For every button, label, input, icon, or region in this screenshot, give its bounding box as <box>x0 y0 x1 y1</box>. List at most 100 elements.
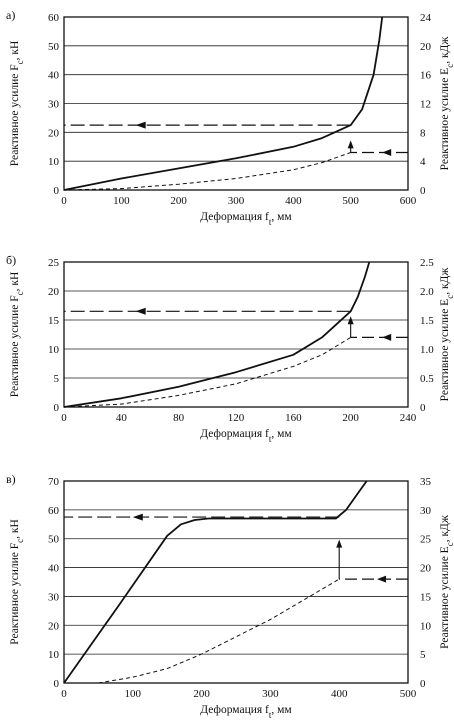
arrow-left-icon <box>135 307 146 315</box>
x-axis-label-sub: t <box>269 217 272 227</box>
y2-tick-label: 30 <box>420 505 432 517</box>
y2-tick-label: 5 <box>420 649 426 661</box>
x-tick-label: 400 <box>285 195 302 207</box>
y-tick-label: 15 <box>48 315 60 327</box>
y2-tick-label: 2.5 <box>420 257 434 269</box>
y-tick-label: 0 <box>54 185 60 197</box>
y-tick-label: 0 <box>54 402 60 414</box>
x-axis-label-unit: , мм <box>271 211 292 223</box>
y2-axis-label-unit: , кДж <box>439 515 451 542</box>
arrow-left-icon <box>377 575 387 583</box>
chart-panel-v: в)0 100 200 300 400 5000102030405060700510152… <box>6 472 454 720</box>
energy-curve-dashed <box>63 336 351 408</box>
y2-axis-label-sub: c <box>445 64 454 68</box>
arrow-up-icon <box>347 140 354 149</box>
y-tick-label: 50 <box>48 41 60 53</box>
y2-tick-label: 0 <box>420 402 426 414</box>
arrow-up-icon <box>347 316 354 325</box>
x-tick-label: 160 <box>285 412 302 424</box>
x-tick-label: 400 <box>331 688 348 700</box>
y2-tick-label: 16 <box>420 70 432 82</box>
y-tick-label: 40 <box>48 70 60 82</box>
plot-frame <box>63 16 409 191</box>
y-axis-label-unit: , кН <box>9 41 21 61</box>
y2-tick-label: 8 <box>420 127 426 139</box>
chart-panel-a: а)0 100 200 300 400 500 6000102030405060048121… <box>6 8 454 227</box>
x-tick-label: 100 <box>113 195 130 207</box>
y-tick-label: 20 <box>48 286 60 298</box>
y2-tick-label: 20 <box>420 41 432 53</box>
y-axis-label-sub: c <box>15 539 25 543</box>
x-axis-label: Деформация ft, мм <box>200 211 292 227</box>
y2-tick-label: 24 <box>420 12 432 24</box>
y2-tick-label: 12 <box>420 99 431 111</box>
x-axis-label-sub: t <box>269 710 272 720</box>
y2-axis-label-unit: , кДж <box>439 37 451 64</box>
y2-tick-label: 35 <box>420 476 432 488</box>
y2-axis-label-main: Реактивное усилие E <box>439 68 451 171</box>
energy-curve-dashed <box>63 152 351 191</box>
y-tick-label: 70 <box>48 476 60 488</box>
y2-tick-label: 0 <box>420 185 426 197</box>
x-tick-label: 0 <box>61 412 67 424</box>
y-axis-label-unit: , кН <box>9 519 21 539</box>
y-axis-label-sub: c <box>15 291 25 295</box>
y2-tick-label: 15 <box>420 591 432 603</box>
y-axis-label-unit: , кН <box>9 272 21 292</box>
x-axis-label-main: Деформация f <box>200 428 269 440</box>
y-axis-label-sub: c <box>15 60 25 64</box>
x-tick-label: 0 <box>61 195 67 207</box>
plot-frame <box>63 480 409 684</box>
y2-tick-label: 2.0 <box>420 286 434 298</box>
y-tick-label: 5 <box>54 373 60 385</box>
x-axis-label: Деформация ft, мм <box>200 704 292 720</box>
x-tick-label: 0 <box>61 688 67 700</box>
y2-tick-label: 25 <box>420 534 432 546</box>
y-tick-label: 25 <box>48 257 60 269</box>
force-curve-solid <box>63 16 384 191</box>
y-axis-label: Реактивное усилие Fc, кН <box>9 519 25 645</box>
y-axis-label: Реактивное усилие Fc, кН <box>9 41 25 167</box>
arrow-left-icon <box>382 149 392 157</box>
y2-axis-label: Реактивное усилие Ec, кДж <box>439 37 454 171</box>
x-tick-label: 200 <box>193 688 210 700</box>
x-axis-label-unit: , мм <box>271 704 292 716</box>
chart-panel-b: б)0 40 80 120 160 200 240051015202500.51.01.52… <box>6 253 454 444</box>
x-axis-label-main: Деформация f <box>200 704 269 716</box>
force-curve-solid <box>63 480 368 684</box>
y-tick-label: 20 <box>48 620 60 632</box>
x-tick-label: 100 <box>125 688 142 700</box>
force-curve-solid <box>63 261 371 408</box>
x-tick-label: 300 <box>228 195 245 207</box>
x-tick-label: 300 <box>262 688 279 700</box>
y-tick-label: 10 <box>48 344 60 356</box>
x-tick-label: 120 <box>228 412 245 424</box>
y-tick-label: 20 <box>48 127 60 139</box>
x-axis-label-main: Деформация f <box>200 211 269 223</box>
y-tick-label: 0 <box>54 678 60 690</box>
y2-axis-label: Реактивное усилие Ec, кДж <box>439 515 454 649</box>
y2-tick-label: 20 <box>420 563 432 575</box>
arrow-left-icon <box>132 513 143 521</box>
y-axis-label-main: Реактивное усилие F <box>9 295 21 397</box>
arrow-left-icon <box>135 121 146 129</box>
y2-tick-label: 0 <box>420 678 426 690</box>
x-tick-label: 80 <box>173 412 185 424</box>
y-tick-label: 60 <box>48 12 60 24</box>
y2-tick-label: 0.5 <box>420 373 434 385</box>
y-tick-label: 60 <box>48 505 60 517</box>
x-tick-label: 240 <box>400 412 417 424</box>
y-axis-label-main: Реактивное усилие F <box>9 64 21 166</box>
y-tick-label: 50 <box>48 534 60 546</box>
y2-tick-label: 1.0 <box>420 344 434 356</box>
x-tick-label: 200 <box>342 412 359 424</box>
x-tick-label: 500 <box>342 195 359 207</box>
y2-axis-label-main: Реактивное усилие E <box>439 299 451 402</box>
y2-axis-label-sub: c <box>445 295 454 299</box>
y-tick-label: 30 <box>48 591 60 603</box>
panel-label: в) <box>6 472 16 486</box>
energy-curve-dashed <box>98 578 340 684</box>
x-tick-label: 500 <box>400 688 417 700</box>
y-axis-label: Реактивное усилие Fc, кН <box>9 272 25 398</box>
